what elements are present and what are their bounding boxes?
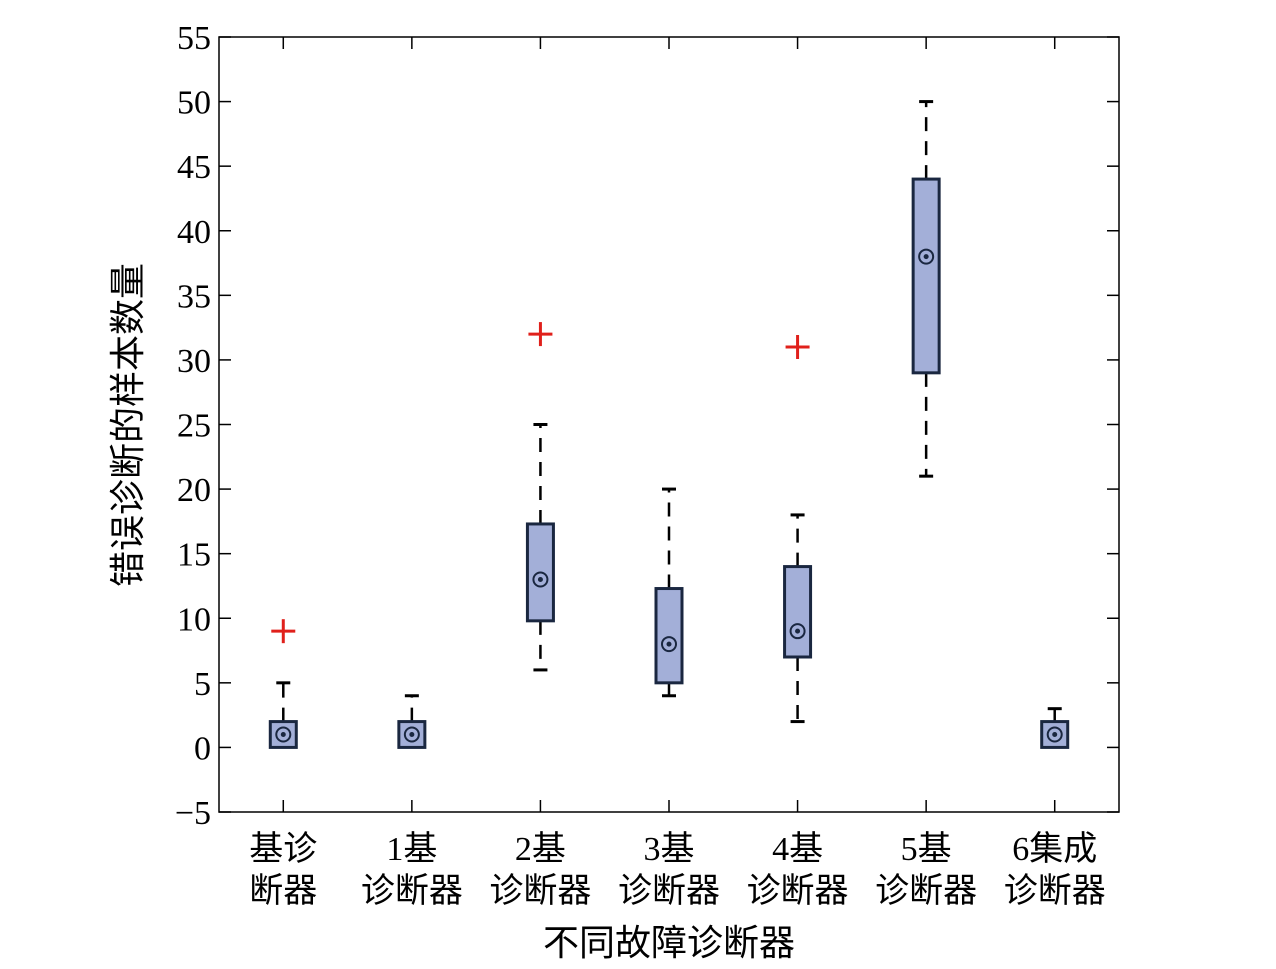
y-axis: −5 0 5 10 15 20 25 30 35 40 45 50 55 (175, 20, 1119, 832)
iqr-box (1040, 720, 1070, 749)
iqr-box (654, 587, 684, 685)
y-tick-label: −5 (175, 795, 211, 832)
x-tick-label-line2: 诊断器 (489, 872, 591, 910)
y-tick-label: 5 (194, 666, 211, 703)
y-tick-label: 35 (177, 278, 211, 315)
y-axis-title: 错误诊断的样本数量 (108, 263, 148, 587)
median-dot (280, 732, 286, 737)
x-tick-label-line1: 基诊 (249, 830, 317, 868)
y-tick-label: 55 (177, 20, 211, 57)
median-marker (532, 571, 549, 588)
y-tick-label: 45 (177, 149, 211, 186)
median-marker (789, 623, 806, 640)
y-tick-label: 50 (177, 85, 211, 122)
x-tick-label-line1: 2基 (515, 830, 566, 868)
x-tick-label-line2: 断器 (249, 872, 317, 910)
x-tick-label-line2: 诊断器 (747, 872, 849, 910)
median-marker (403, 726, 420, 743)
y-tick-label: 10 (177, 601, 211, 638)
median-dot (409, 732, 415, 737)
y-tick-label: 25 (177, 408, 211, 445)
x-axis-title: 不同故障诊断器 (543, 923, 795, 963)
median-dot (1052, 732, 1058, 737)
iqr-box (911, 177, 941, 375)
median-dot (923, 254, 929, 260)
x-tick-label-line2: 诊断器 (618, 872, 720, 910)
x-tick-label-line1: 4基 (772, 830, 823, 868)
y-tick-label: 15 (177, 537, 211, 574)
median-marker (918, 248, 935, 265)
median-dot (537, 577, 543, 582)
x-tick-label-line2: 诊断器 (361, 872, 463, 910)
box-series (268, 100, 1070, 749)
y-tick-label: 30 (177, 343, 211, 380)
x-tick-label-line2: 诊断器 (875, 872, 977, 910)
iqr-box (783, 565, 813, 659)
median-marker (1046, 726, 1063, 743)
y-tick-label: 20 (177, 472, 211, 509)
x-tick-label-line1: 6集成 (1012, 830, 1097, 868)
median-marker (275, 726, 292, 743)
x-tick-label-line1: 1基 (386, 830, 437, 868)
median-dot (795, 628, 801, 634)
x-tick-label-line1: 3基 (644, 830, 695, 868)
y-tick-label: 0 (194, 730, 211, 767)
median-dot (666, 641, 672, 647)
median-marker (661, 636, 677, 653)
x-tick-label-line1: 5基 (901, 830, 952, 868)
y-tick-label: 40 (177, 214, 211, 251)
x-tick-label-line2: 诊断器 (1004, 872, 1106, 910)
